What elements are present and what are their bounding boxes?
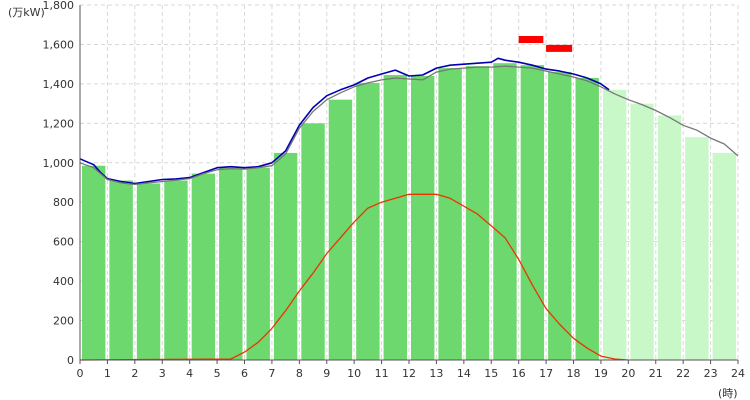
x-tick-label: 4 [186, 367, 193, 380]
x-tick-label: 2 [131, 367, 138, 380]
y-tick-label: 1,600 [43, 38, 75, 51]
hourly-bar [273, 152, 298, 360]
hourly-bar [465, 66, 490, 360]
x-tick-label: 8 [296, 367, 303, 380]
grid-layer [79, 4, 739, 360]
hourly-bar [191, 173, 216, 360]
hourly-bar [575, 77, 599, 360]
y-tick-label: 1,800 [43, 0, 75, 12]
demand-line [79, 57, 610, 185]
x-tick-label: 11 [375, 367, 389, 380]
x-tick-label: 16 [512, 367, 526, 380]
forecast-bar [602, 89, 627, 361]
x-tick-label: 24 [731, 367, 745, 380]
lines-layer [79, 57, 739, 361]
x-tick-label: 1 [104, 367, 111, 380]
x-tick-label: 13 [429, 367, 443, 380]
hourly-bar [246, 167, 270, 360]
x-tick-label: 19 [594, 367, 608, 380]
y-tick-label: 400 [53, 275, 74, 288]
x-tick-label: 12 [402, 367, 416, 380]
x-tick-label: 21 [649, 367, 663, 380]
hourly-bar [438, 68, 462, 360]
solar-line [79, 193, 629, 361]
y-tick-label: 0 [67, 354, 74, 367]
hourly-bar [493, 63, 517, 361]
forecast-bar [657, 115, 682, 360]
y-tick-label: 200 [53, 315, 74, 328]
hourly-bar [82, 165, 106, 360]
y-tick-label: 1,200 [43, 117, 75, 130]
x-tick-label: 23 [704, 367, 718, 380]
hourly-bar [136, 183, 161, 360]
x-tick-label: 9 [323, 367, 330, 380]
hourly-bar [219, 167, 243, 360]
hourly-bar [301, 123, 325, 360]
y-tick-label: 800 [53, 196, 74, 209]
y-tick-label: 1,400 [43, 78, 75, 91]
y-tick-label: 1,000 [43, 157, 75, 170]
hourly-bar [356, 82, 380, 361]
forecast-bar [685, 137, 709, 360]
axes-layer: 0 200 400 600 800 1,000 1,200 1,400 1,600 1,800 0 1… [43, 0, 746, 380]
y-tick-label: 600 [53, 236, 74, 249]
y-axis-unit-label: (万kW) [8, 6, 45, 19]
peak-marker [546, 44, 573, 52]
x-axis-unit-label: (時) [718, 387, 738, 400]
x-tick-label: 14 [457, 367, 471, 380]
forecast-bar [630, 103, 654, 360]
x-tick-label: 5 [214, 367, 221, 380]
x-tick-label: 0 [77, 367, 84, 380]
x-tick-label: 22 [676, 367, 690, 380]
x-tick-label: 20 [621, 367, 635, 380]
forecast-bar [712, 152, 736, 360]
hourly-bar [520, 65, 545, 361]
x-tick-label: 10 [347, 367, 361, 380]
x-tick-label: 3 [159, 367, 166, 380]
peak-marker [518, 36, 544, 44]
markers-layer [518, 36, 573, 52]
hourly-bar [109, 180, 133, 360]
x-tick-label: 17 [539, 367, 553, 380]
bars-layer [82, 63, 736, 361]
hourly-bar [328, 99, 353, 361]
x-tick-label: 6 [241, 367, 248, 380]
x-tick-label: 7 [268, 367, 275, 380]
hourly-bar [411, 76, 435, 360]
x-tick-label: 18 [567, 367, 581, 380]
forecast_demand-line [79, 65, 739, 186]
hourly-bar [383, 75, 407, 360]
x-tick-label: 15 [484, 367, 498, 380]
hourly-bar [164, 180, 188, 360]
hourly-bar [548, 72, 572, 361]
